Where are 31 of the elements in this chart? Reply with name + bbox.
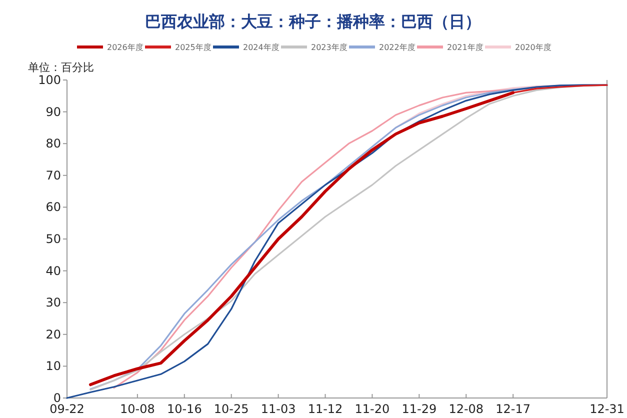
- ylabel: 单位：百分比: [28, 61, 94, 74]
- x-tick-label: 10-08: [120, 402, 155, 416]
- y-tick-label: 0: [53, 391, 61, 405]
- y-tick-label: 80: [46, 136, 61, 151]
- legend-label: 2022年度: [379, 43, 416, 52]
- x-tick-label: 12-31: [590, 402, 624, 416]
- x-tick-label: 10-16: [166, 402, 202, 416]
- y-tick-label: 60: [46, 200, 61, 214]
- x-tick-label: 11-20: [354, 402, 390, 416]
- x-tick-label: 11-03: [260, 402, 296, 416]
- x-tick-label: 11-29: [402, 402, 437, 416]
- legend-label: 2023年度: [311, 43, 348, 52]
- title: 巴西农业部：大豆：种子：播种率：巴西（日）: [145, 12, 481, 31]
- legend-label: 2026年度: [107, 43, 144, 52]
- x-tick-label: 12-08: [448, 402, 484, 416]
- legend-label: 2021年度: [447, 43, 484, 52]
- y-tick-label: 100: [38, 73, 61, 87]
- x-tick-label: 12-17: [496, 402, 531, 416]
- y-tick-label: 10: [46, 359, 61, 374]
- y-tick-label: 70: [46, 168, 61, 182]
- y-tick-label: 40: [46, 264, 61, 278]
- x-tick-label: 09-22: [50, 402, 84, 416]
- legend-label: 2020年度: [515, 43, 552, 52]
- y-tick-label: 50: [46, 232, 61, 246]
- legend-label: 2024年度: [243, 43, 280, 52]
- y-tick-label: 20: [46, 327, 61, 342]
- x-tick-label: 10-25: [214, 402, 249, 416]
- legend-label: 2025年度: [175, 43, 212, 52]
- y-tick-label: 90: [46, 104, 61, 119]
- y-tick-label: 30: [46, 296, 61, 310]
- x-tick-label: 11-12: [308, 402, 343, 416]
